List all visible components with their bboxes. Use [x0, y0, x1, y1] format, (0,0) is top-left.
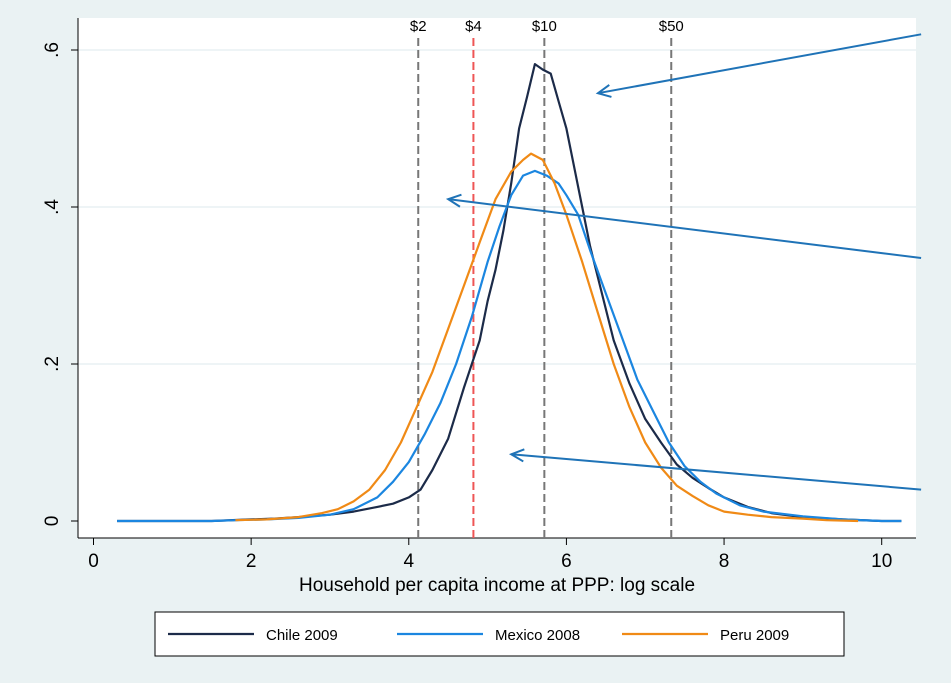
x-tick-label-1: 2: [246, 551, 257, 572]
y-tick-label-0: 0: [42, 516, 63, 527]
annotation-arrow-0: [597, 33, 922, 95]
annotation-arrowhead-0: [595, 84, 612, 98]
series-lines: [117, 62, 902, 523]
x-tick-label-2: 4: [403, 551, 414, 572]
axes: [77, 18, 916, 539]
x-tick-label-4: 8: [719, 551, 730, 572]
reference-label-3: $50: [659, 18, 684, 35]
y-tick-label-2: .4: [42, 199, 63, 215]
legend-label-1: Mexico 2008: [495, 627, 580, 644]
annotation-arrowhead-2: [508, 448, 525, 463]
grid-lines: [78, 49, 916, 365]
series-line-2: [235, 152, 859, 523]
y-tick-label-3: .6: [42, 42, 63, 58]
x-tick-label-5: 10: [871, 551, 892, 572]
x-tick-label-3: 6: [561, 551, 572, 572]
x-ticks: 0 2 4 6 8 10: [88, 538, 892, 572]
legend-box: [154, 611, 845, 657]
annotation-arrowhead-1: [445, 193, 462, 208]
x-tick-label-0: 0: [88, 551, 99, 572]
y-ticks: 0 .2 .4 .6: [42, 42, 78, 526]
reference-lines: $2 $4 $10 $50: [410, 18, 684, 538]
series-line-1: [117, 169, 902, 523]
annotation-arrows: [445, 33, 922, 491]
reference-label-0: $2: [410, 18, 427, 35]
plot-area: [78, 18, 916, 538]
legend-label-2: Peru 2009: [720, 627, 789, 644]
annotation-arrow-2: [511, 453, 922, 491]
reference-label-1: $4: [465, 18, 482, 35]
legend-label-0: Chile 2009: [266, 627, 338, 644]
y-tick-label-1: .2: [42, 356, 63, 372]
x-axis-title: Household per capita income at PPP: log …: [299, 575, 695, 596]
annotation-arrow-1: [448, 198, 922, 260]
reference-label-2: $10: [532, 18, 557, 35]
legend: Chile 2009 Mexico 2008 Peru 2009: [154, 611, 845, 657]
